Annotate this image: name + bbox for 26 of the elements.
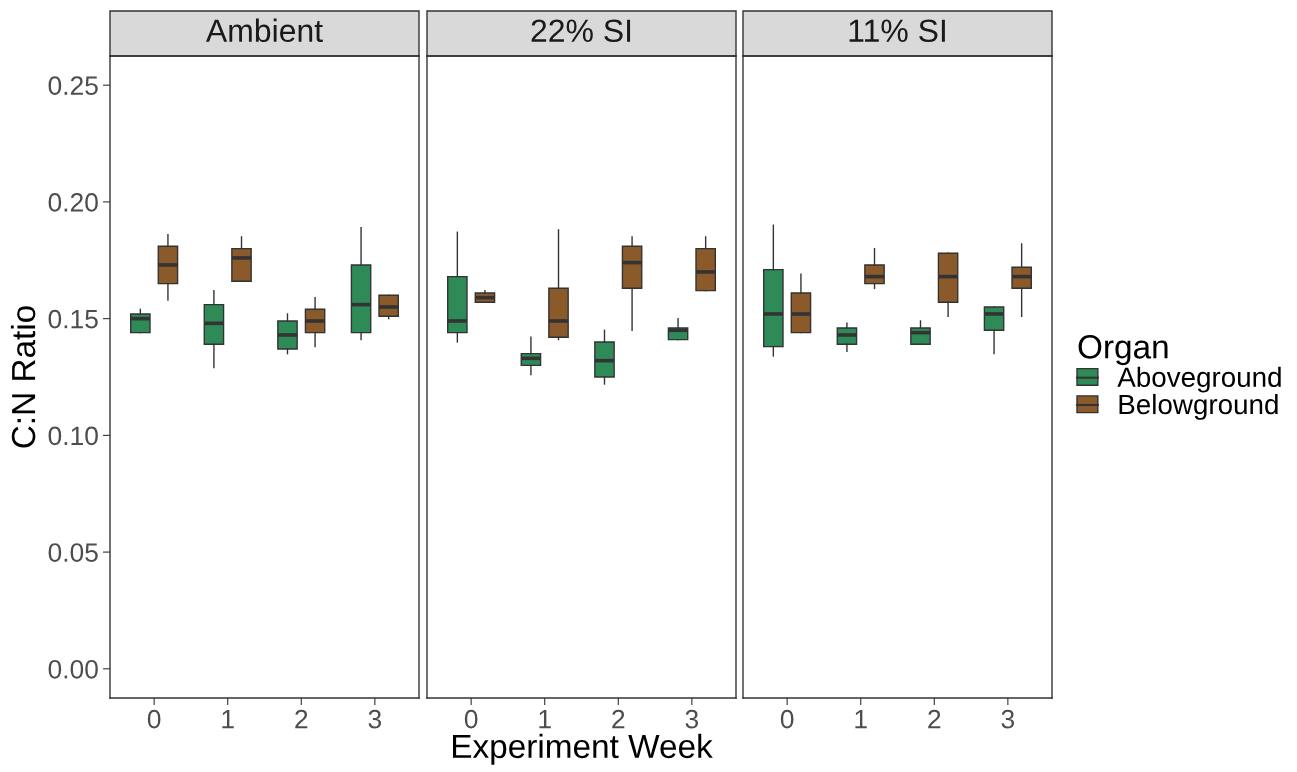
- chart-title: 22% SI: [531, 19, 631, 43]
- x-tick-label: 0: [147, 709, 161, 729]
- legend-label: Aboveground: [1117, 366, 1281, 393]
- legend-title: Organ: [1078, 335, 1168, 366]
- x-tick-label: 1: [855, 710, 867, 729]
- y-axis-title: C:N Ratio: [10, 306, 36, 448]
- chart-title: Ambient: [205, 18, 323, 43]
- x-tick-label: 3: [368, 709, 382, 729]
- x-tick-label: 3: [685, 709, 699, 729]
- x-tick-label: 2: [612, 709, 625, 729]
- x-tick-label: 2: [295, 709, 308, 729]
- y-tick-label: 0.00: [48, 659, 98, 679]
- y-tick-label: 0.10: [48, 426, 98, 446]
- y-tick-label: 0.15: [48, 309, 98, 329]
- x-tick-label: 3: [1001, 709, 1015, 729]
- y-tick-label: 0.05: [48, 543, 98, 562]
- legend-label: Belowground: [1119, 393, 1278, 420]
- x-tick-label: 2: [928, 709, 941, 729]
- x-tick-label: 1: [539, 710, 551, 729]
- y-tick-label: 0.20: [48, 193, 98, 212]
- x-tick-label: 1: [222, 710, 234, 729]
- x-axis-title: Experiment Week: [453, 733, 713, 765]
- x-tick-label: 0: [464, 709, 478, 729]
- chart-title: 11% SI: [849, 19, 945, 43]
- y-tick-label: 0.25: [48, 76, 98, 95]
- x-tick-label: 0: [780, 709, 794, 729]
